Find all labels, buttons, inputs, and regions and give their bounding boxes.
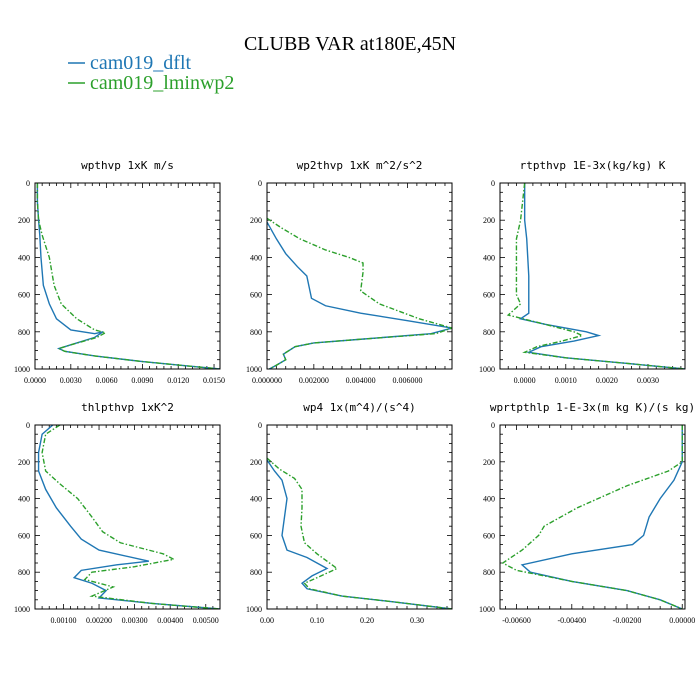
plot-frame [499, 424, 686, 610]
x-tick-label: 0.004000 [346, 376, 376, 385]
series-line-cam019_dflt [36, 183, 220, 369]
y-tick-label: 0 [491, 179, 495, 188]
y-tick-label: 800 [250, 568, 262, 577]
y-tick-label: 200 [250, 216, 262, 225]
series-line-cam019_dflt [37, 425, 220, 609]
legend-label-dflt: cam019_dflt [90, 52, 192, 74]
x-tick-label: 0.002000 [299, 376, 329, 385]
panel-4: thlpthvp 1xK^2 0 200 400 600 800 1000 0.00100 0.… [14, 401, 221, 625]
y-tick-label: 0 [26, 179, 30, 188]
x-tick-label: 0.000000 [252, 376, 282, 385]
y-tick-label: 600 [250, 531, 262, 540]
panel-title: wpthvp 1xK m/s [81, 159, 174, 172]
y-tick-label: 400 [483, 253, 495, 262]
y-tick-label: 0 [26, 421, 30, 430]
panel-5: wp4 1x(m^4)/(s^4) 0 200 400 600 800 1000 0.00 0.… [246, 401, 453, 625]
x-tick-label: -0.00200 [613, 616, 642, 625]
y-tick-label: 600 [250, 291, 262, 300]
plot-frame [266, 182, 453, 370]
panel-1: wpthvp 1xK m/s 0 200 400 600 800 1000 0.0000 0.0… [14, 159, 225, 385]
x-tick-label: 0.00100 [50, 616, 76, 625]
x-tick-label: 0.00500 [193, 616, 219, 625]
x-tick-label: 0.00 [260, 616, 274, 625]
series-line-cam019_lminwp2 [501, 425, 683, 609]
panel-title: wprtpthlp 1-E-3x(m kg K)/(s kg) [490, 401, 695, 414]
x-tick-label: 0.0020 [596, 376, 618, 385]
x-tick-label: 0.00200 [86, 616, 112, 625]
x-tick-label: 0.0000 [24, 376, 46, 385]
x-tick-label: 0.00400 [157, 616, 183, 625]
y-tick-label: 600 [483, 291, 495, 300]
x-tick-label: 0.20 [360, 616, 374, 625]
y-tick-label: 1000 [14, 365, 30, 374]
x-tick-label: 0.0090 [131, 376, 153, 385]
y-tick-label: 200 [18, 458, 30, 467]
y-tick-label: 200 [18, 216, 30, 225]
x-tick-label: 0.30 [410, 616, 424, 625]
panel-title: wp2thvp 1xK m^2/s^2 [297, 159, 423, 172]
series-line-cam019_dflt [267, 459, 452, 609]
x-tick-label: 0.0030 [637, 376, 659, 385]
plot-frame [34, 424, 221, 610]
y-tick-label: 200 [483, 458, 495, 467]
y-tick-label: 200 [250, 458, 262, 467]
y-tick-label: 0 [491, 421, 495, 430]
y-tick-label: 1000 [479, 605, 495, 614]
y-tick-label: 600 [18, 291, 30, 300]
y-tick-label: 0 [258, 179, 262, 188]
y-tick-label: 600 [483, 531, 495, 540]
panel-6: wprtpthlp 1-E-3x(m kg K)/(s kg) 0 200 400 60… [479, 401, 695, 625]
x-tick-label: -0.00600 [502, 616, 531, 625]
legend-label-lminwp2: cam019_lminwp2 [90, 72, 234, 94]
y-tick-label: 400 [250, 253, 262, 262]
y-tick-label: 400 [18, 495, 30, 504]
x-tick-label: -0.00400 [557, 616, 586, 625]
x-tick-label: 0.00300 [122, 616, 148, 625]
series-line-cam019_dflt [518, 183, 685, 369]
y-tick-label: 800 [483, 568, 495, 577]
y-tick-label: 600 [18, 531, 30, 540]
y-tick-label: 200 [483, 216, 495, 225]
panel-title: thlpthvp 1xK^2 [81, 401, 174, 414]
y-tick-label: 400 [250, 495, 262, 504]
x-tick-label: 0.10 [310, 616, 324, 625]
y-tick-label: 800 [250, 328, 262, 337]
y-tick-label: 400 [18, 253, 30, 262]
legend: cam019_dflt cam019_lminwp2 [68, 52, 234, 94]
y-tick-label: 800 [18, 568, 30, 577]
x-tick-label: 0.006000 [393, 376, 423, 385]
y-tick-label: 1000 [14, 605, 30, 614]
x-tick-label: 0.0060 [96, 376, 118, 385]
plot-frame [34, 182, 221, 370]
plot-frame [266, 424, 453, 610]
x-tick-label: 0.0000 [514, 376, 536, 385]
y-tick-label: 800 [18, 328, 30, 337]
series-line-cam019_dflt [520, 425, 683, 609]
x-tick-label: 0.00000 [669, 616, 695, 625]
panel-title: wp4 1x(m^4)/(s^4) [303, 401, 416, 414]
y-tick-label: 1000 [479, 365, 495, 374]
y-tick-label: 1000 [246, 365, 262, 374]
x-tick-label: 0.0120 [167, 376, 189, 385]
panel-3: rtpthvp 1E-3x(kg/kg) K 0 200 400 600 800 1000 0… [479, 159, 686, 385]
y-tick-label: 400 [483, 495, 495, 504]
plot-frame [499, 182, 686, 370]
x-tick-label: 0.0010 [555, 376, 577, 385]
x-tick-label: 0.0030 [60, 376, 82, 385]
panel-2: wp2thvp 1xK m^2/s^2 0 200 400 600 800 1000 0.00… [246, 159, 453, 385]
series-line-cam019_lminwp2 [506, 183, 685, 369]
series-line-cam019_lminwp2 [267, 217, 452, 369]
series-line-cam019_lminwp2 [36, 183, 220, 369]
panel-title: rtpthvp 1E-3x(kg/kg) K [520, 159, 666, 172]
y-tick-label: 0 [258, 421, 262, 430]
figure-title: CLUBB VAR at180E,45N [244, 33, 456, 55]
x-tick-label: 0.0150 [203, 376, 225, 385]
series-line-cam019_lminwp2 [267, 457, 452, 609]
y-tick-label: 800 [483, 328, 495, 337]
y-tick-label: 1000 [246, 605, 262, 614]
series-line-cam019_lminwp2 [41, 425, 220, 609]
